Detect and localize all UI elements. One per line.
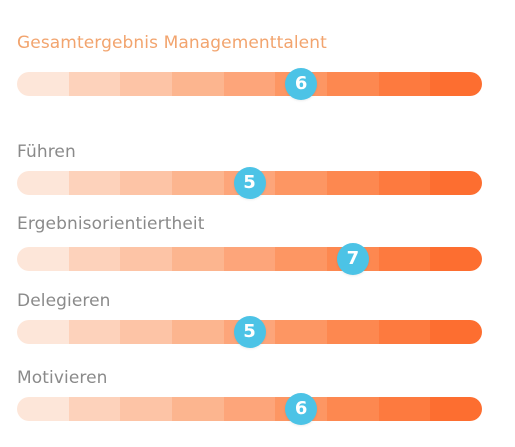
bar-segment (327, 72, 379, 96)
bar-segment (68, 72, 121, 96)
bar-segment (120, 397, 173, 421)
bar-segment (378, 397, 431, 421)
overall-score-marker: 6 (285, 68, 318, 100)
bar-segment (172, 247, 224, 271)
bar-segment (430, 247, 482, 271)
score-bar-ergebnisorientiertheit (17, 247, 482, 271)
bar-segment (275, 247, 328, 271)
bar-segment (223, 397, 276, 421)
bar-segment (275, 171, 328, 195)
item-label-ergebnisorientiertheit: Ergebnisorientiertheit (17, 214, 205, 234)
bar-segment (378, 72, 431, 96)
bar-segment (327, 320, 379, 344)
item-label-motivieren: Motivieren (17, 368, 108, 388)
bar-segment (378, 247, 431, 271)
bar-segment (120, 320, 173, 344)
bar-segment (275, 320, 328, 344)
score-marker-ergebnisorientiertheit: 7 (336, 243, 369, 275)
item-label-fuehren: Führen (17, 142, 76, 162)
score-bar-motivieren (17, 397, 482, 421)
bar-segment (17, 171, 69, 195)
bar-segment (17, 247, 69, 271)
bar-segment (68, 247, 121, 271)
bar-segment (172, 320, 224, 344)
bar-segment (68, 397, 121, 421)
score-bar-fuehren (17, 171, 482, 195)
score-marker-motivieren: 6 (285, 393, 318, 425)
item-label-delegieren: Delegieren (17, 291, 111, 311)
overall-score-bar (17, 72, 482, 96)
bar-segment (430, 171, 482, 195)
overall-label: Gesamtergebnis Managementtalent (17, 33, 327, 53)
bar-segment (172, 72, 224, 96)
bar-segment (172, 397, 224, 421)
bar-segment (120, 72, 173, 96)
bar-segment (17, 320, 69, 344)
bar-segment (68, 171, 121, 195)
bar-segment (17, 72, 69, 96)
bar-segment (172, 171, 224, 195)
bar-segment (68, 320, 121, 344)
bar-segment (120, 247, 173, 271)
bar-segment (223, 247, 276, 271)
bar-segment (223, 72, 276, 96)
bar-segment (327, 171, 379, 195)
bar-segment (17, 397, 69, 421)
bar-segment (378, 171, 431, 195)
score-marker-delegieren: 5 (233, 316, 266, 348)
bar-segment (430, 320, 482, 344)
bar-segment (430, 397, 482, 421)
bar-segment (327, 397, 379, 421)
bar-segment (430, 72, 482, 96)
bar-segment (378, 320, 431, 344)
bar-segment (120, 171, 173, 195)
score-marker-fuehren: 5 (233, 167, 266, 199)
